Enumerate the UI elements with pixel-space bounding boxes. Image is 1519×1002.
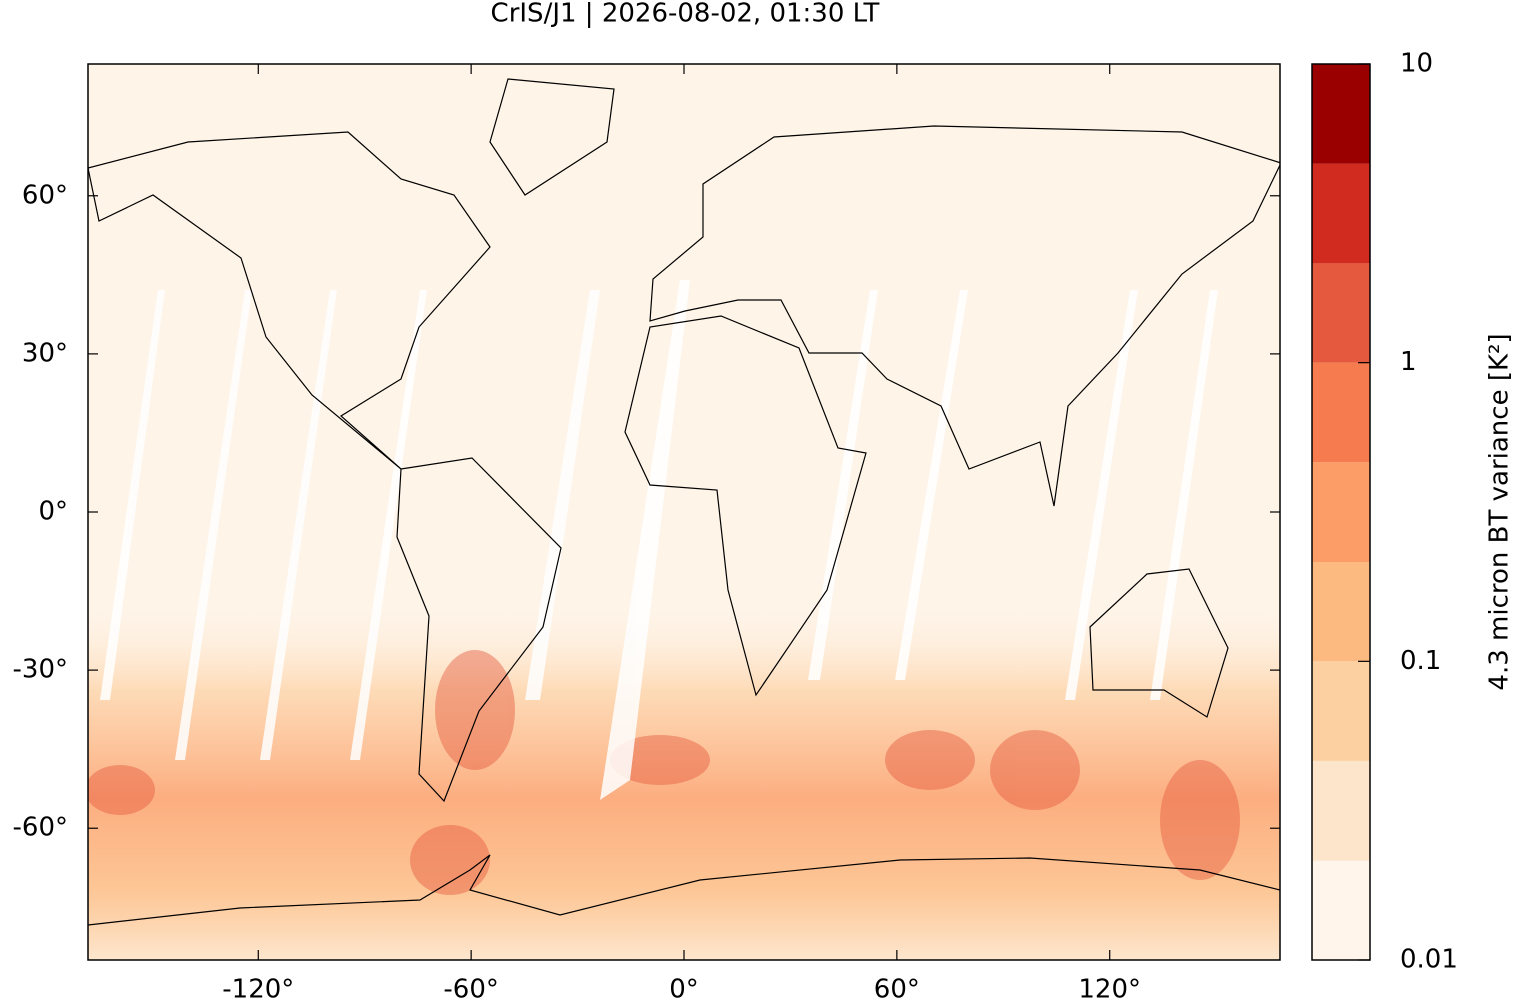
y-tick-label: 30° xyxy=(22,338,68,368)
colorbar-frame xyxy=(1311,63,1371,961)
variance-field xyxy=(88,600,1280,960)
colorbar-tick-label: 1 xyxy=(1400,347,1417,377)
colorbar-label: 4.3 micron BT variance [K²] xyxy=(1485,333,1515,690)
colorbar-band xyxy=(1312,163,1370,264)
variance-hotspots xyxy=(88,650,1240,895)
colorbar-band xyxy=(1312,661,1370,761)
map-area xyxy=(88,64,1280,960)
y-tick-label: -30° xyxy=(13,655,68,685)
colorbar-band xyxy=(1312,263,1370,363)
x-tick-label: 120° xyxy=(1078,975,1141,1002)
colorbar-tick-label: 0.1 xyxy=(1400,646,1441,676)
colorbar-band xyxy=(1312,760,1370,861)
colorbar-band xyxy=(1312,562,1370,662)
chart-title: CrIS/J1 | 2026-08-02, 01:30 LT xyxy=(491,0,880,29)
colorbar-band xyxy=(1312,860,1370,960)
colorbar-band xyxy=(1312,362,1370,463)
swath-gaps xyxy=(100,280,1218,800)
x-tick-label: 0° xyxy=(669,975,699,1002)
coastlines xyxy=(88,78,1280,926)
y-tick-label: 60° xyxy=(22,180,68,210)
colorbar-tick-label: 0.01 xyxy=(1400,945,1458,975)
x-tick-label: -60° xyxy=(443,975,498,1002)
colorbar-band xyxy=(1312,462,1370,563)
y-tick-label: 0° xyxy=(38,497,68,527)
x-tick-label: -120° xyxy=(222,975,294,1002)
x-tick-label: 60° xyxy=(874,975,920,1002)
y-tick-label: -60° xyxy=(13,813,68,843)
colorbar-tick-label: 10 xyxy=(1400,49,1433,79)
colorbar-band xyxy=(1312,64,1370,164)
